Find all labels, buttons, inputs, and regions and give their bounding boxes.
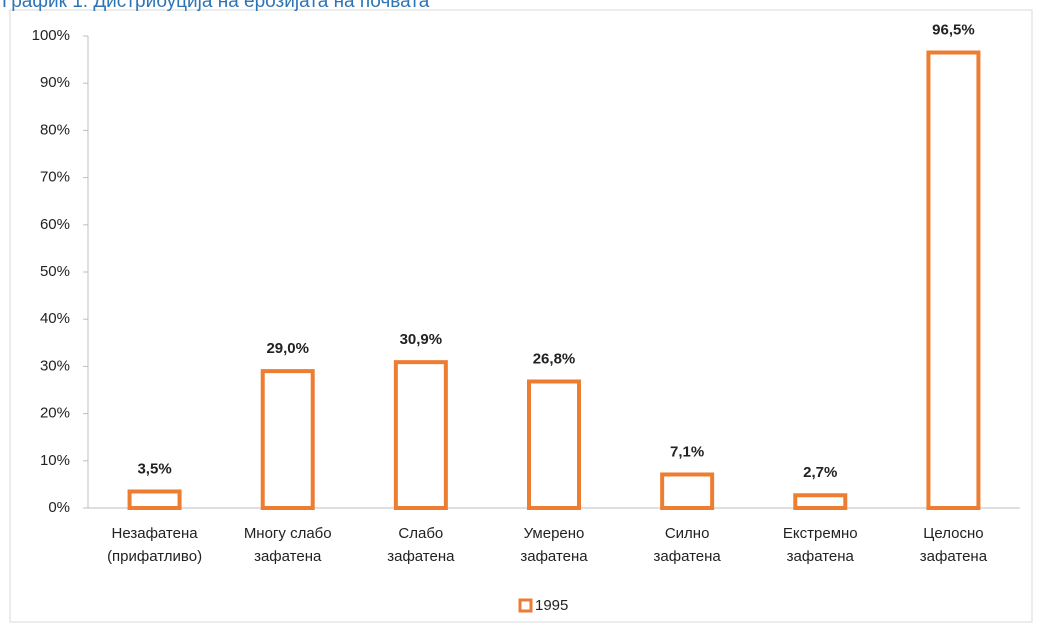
x-tick-label-line: (прифатливо) (107, 548, 202, 565)
y-tick-label: 100% (32, 27, 70, 44)
y-tick-label: 70% (40, 169, 70, 186)
chart-title: График 1. Дистрибуција на ерозијата на п… (2, 0, 430, 12)
x-tick-label-line: зафатена (387, 548, 455, 565)
x-tick-label: Незафатена (прифатливо) (107, 525, 202, 565)
y-tick-label: 50% (40, 263, 70, 280)
y-tick-label: 10% (40, 452, 70, 469)
bar (393, 360, 448, 511)
bar (926, 50, 981, 511)
x-tick-label-line: зафатена (254, 548, 322, 565)
chart-border (9, 9, 1033, 623)
x-tick-label: Слабо зафатена (387, 525, 455, 565)
bar (660, 472, 715, 511)
x-tick-label-line: Екстремно (783, 525, 858, 542)
x-tick-label: Многу слабо зафатена (244, 525, 332, 565)
y-tick-label: 40% (40, 310, 70, 327)
bar (527, 379, 581, 510)
legend-swatch (518, 598, 533, 613)
value-label: 3,5% (137, 460, 171, 477)
x-tick-label-line: Слабо (398, 525, 443, 542)
legend-label: 1995 (535, 597, 568, 614)
x-tick-label-line: зафатена (920, 548, 988, 565)
x-tick-label-line: Целосно (923, 525, 983, 542)
x-tick-label-line: зафатена (654, 548, 722, 565)
value-label: 7,1% (670, 443, 704, 460)
x-tick-label-line: зафатена (787, 548, 855, 565)
value-label: 2,7% (803, 464, 837, 481)
y-tick-label: 90% (40, 74, 70, 91)
value-label: 30,9% (400, 331, 443, 348)
value-label: 29,0% (266, 340, 309, 357)
y-tick-label: 30% (40, 357, 70, 374)
x-tick-label-line: Многу слабо (244, 525, 332, 542)
x-tick-label-line: Незафатена (112, 525, 199, 542)
bar (260, 369, 315, 510)
value-label: 26,8% (533, 350, 576, 367)
y-tick-label: 0% (48, 499, 70, 516)
y-tick-label: 80% (40, 121, 70, 138)
x-tick-label: Екстремно зафатена (783, 525, 858, 565)
x-tick-label: Целосно зафатена (920, 525, 988, 565)
x-tick-label-line: Силно (665, 525, 710, 542)
bar (793, 493, 848, 511)
bar (127, 489, 182, 511)
y-tick-label: 20% (40, 405, 70, 422)
x-tick-label-line: Умерено (524, 525, 585, 542)
y-tick-label: 60% (40, 216, 70, 233)
x-tick-label: Силно зафатена (654, 525, 722, 565)
value-label: 96,5% (932, 21, 975, 38)
x-tick-label-line: зафатена (520, 548, 588, 565)
x-tick-label: Умерено зафатена (520, 525, 588, 565)
